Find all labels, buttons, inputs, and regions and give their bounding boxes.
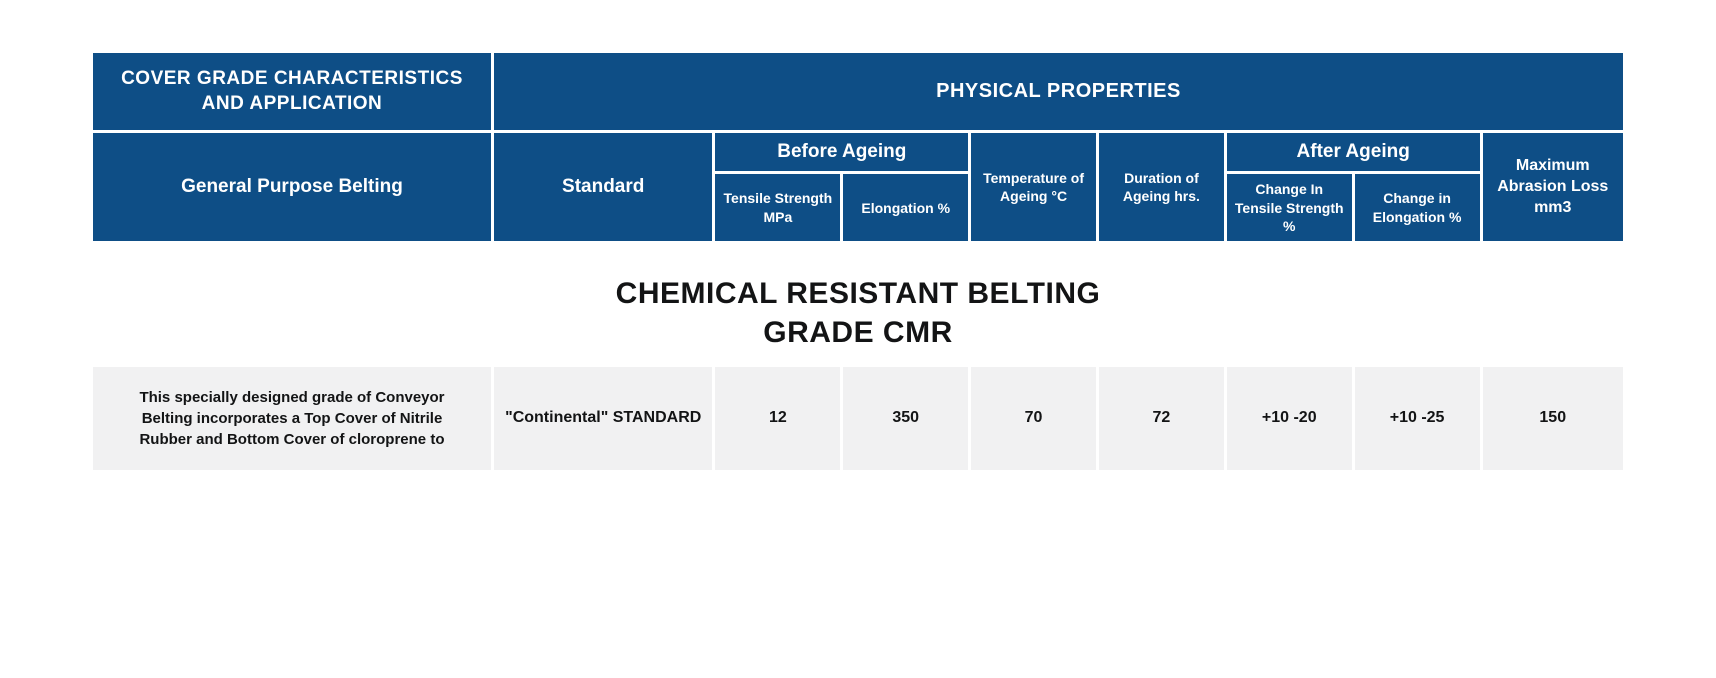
header-before-ageing: Before Ageing [715,133,968,171]
header-row-top: COVER GRADE CHARACTERISTICS AND APPLICAT… [93,53,1623,130]
header-change-elongation: Change in Elongation % [1355,174,1480,241]
section-title-row: CHEMICAL RESISTANT BELTING GRADE CMR [93,244,1623,364]
header-tensile: Tensile Strength MPa [715,174,840,241]
header-row-group: General Purpose Belting Standard Before … [93,133,1623,171]
header-general-purpose: General Purpose Belting [93,133,491,241]
header-abrasion: Maximum Abrasion Loss mm3 [1483,133,1623,241]
section-title-cell: CHEMICAL RESISTANT BELTING GRADE CMR [93,244,1623,364]
cell-tensile: 12 [715,367,840,470]
section-title-line1: CHEMICAL RESISTANT BELTING [103,274,1613,313]
cell-description: This specially designed grade of Conveyo… [93,367,491,470]
cell-standard: "Continental" STANDARD [494,367,712,470]
header-standard: Standard [494,133,712,241]
header-elongation: Elongation % [843,174,968,241]
header-change-tensile: Change In Tensile Strength % [1227,174,1352,241]
belting-spec-table: COVER GRADE CHARACTERISTICS AND APPLICAT… [90,50,1626,473]
header-left-line2: AND APPLICATION [202,93,383,114]
header-temperature: Temperature of Ageing °C [971,133,1096,241]
header-after-ageing: After Ageing [1227,133,1480,171]
cell-temperature: 70 [971,367,1096,470]
cell-change-tensile: +10 -20 [1227,367,1352,470]
cell-change-elongation: +10 -25 [1355,367,1480,470]
cell-duration: 72 [1099,367,1224,470]
spec-table: COVER GRADE CHARACTERISTICS AND APPLICAT… [90,50,1626,473]
section-title-line2: GRADE CMR [103,313,1613,352]
cell-elongation: 350 [843,367,968,470]
header-left-line1: COVER GRADE CHARACTERISTICS [121,68,463,89]
cell-abrasion: 150 [1483,367,1623,470]
header-duration: Duration of Ageing hrs. [1099,133,1224,241]
header-left: COVER GRADE CHARACTERISTICS AND APPLICAT… [93,53,491,130]
header-right: PHYSICAL PROPERTIES [494,53,1623,130]
table-row: This specially designed grade of Conveyo… [93,367,1623,470]
